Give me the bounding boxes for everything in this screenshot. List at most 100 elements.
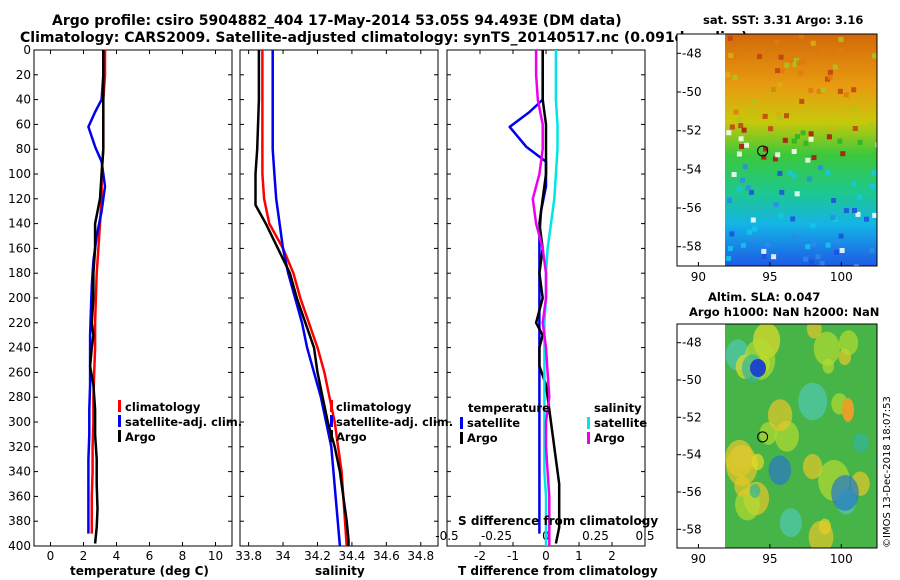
sst-cell: [803, 256, 809, 262]
sst-cell: [863, 104, 868, 110]
lon-tick-label: 100: [830, 552, 853, 566]
sst-cell: [732, 54, 738, 60]
x-tick-label: 34.6: [373, 549, 400, 563]
sst-cell: [838, 37, 844, 42]
sla-anomaly: [806, 324, 822, 339]
sst-cell: [727, 35, 733, 41]
sst-cell: [825, 242, 831, 248]
depth-tick-label: 160: [8, 241, 31, 255]
sst-cell: [757, 54, 762, 59]
depth-tick-label: 140: [8, 217, 31, 231]
temperature-panel: 0204060801001201401601802002202402602803…: [8, 43, 242, 578]
lat-tick-label: -52: [682, 124, 702, 138]
sst-cell: [771, 254, 777, 260]
lat-tick-label: -58: [682, 522, 702, 536]
depth-tick-label: 100: [8, 167, 31, 181]
series-line-t-argo: [534, 50, 561, 544]
sst-cell: [729, 124, 735, 130]
s-diff-tick-label: 0.25: [582, 529, 609, 543]
sst-cell: [811, 155, 817, 161]
x-tick-label: 1: [575, 549, 583, 563]
sst-cell: [731, 172, 737, 177]
sst-cell: [843, 208, 849, 214]
s-diff-tick-label: -0.25: [481, 529, 512, 543]
legend-label-s-argo: Argo: [594, 431, 625, 445]
sst-cell: [741, 127, 747, 133]
sst-cell: [799, 98, 805, 104]
legend-salinity-header: salinity: [594, 401, 642, 415]
lat-tick-label: -48: [682, 46, 702, 60]
legend-swatch-satellite: [330, 415, 333, 427]
x-tick-label: 4: [113, 549, 121, 563]
depth-tick-label: 60: [16, 117, 31, 131]
lat-tick-label: -48: [682, 336, 702, 350]
legend-label-climatology: climatology: [125, 400, 201, 414]
salinity-legend: climatology satellite-adj. clim. Argo: [330, 400, 453, 444]
sst-cell: [750, 99, 756, 105]
sst-cell: [857, 139, 863, 145]
depth-tick-label: 380: [8, 514, 31, 528]
sst-cell: [740, 177, 746, 183]
salinity-xlabel: salinity: [315, 564, 365, 578]
sst-cell: [777, 170, 783, 176]
sla-anomaly: [734, 475, 751, 497]
depth-tick-label: 40: [16, 93, 31, 107]
s-diff-tick-label: 0.5: [635, 529, 654, 543]
sst-cell: [869, 248, 875, 253]
legend-swatch-s-satellite: [587, 417, 590, 429]
legend-label-t-argo: Argo: [467, 431, 498, 445]
x-tick-label: 33.8: [235, 549, 262, 563]
sla-field-anomalies: [725, 324, 870, 548]
lat-tick-label: -54: [682, 448, 702, 462]
sst-cell: [745, 185, 751, 191]
sst-cell: [793, 58, 799, 63]
sla-map-title-line1: Altim. SLA: 0.047: [708, 290, 820, 304]
sst-cell: [742, 164, 748, 170]
sst-map-ticks: 90 95 100 -48 -50 -52 -54 -56 -58: [677, 46, 853, 284]
sst-cell: [778, 54, 784, 60]
sst-cell: [820, 48, 826, 54]
sst-cell: [870, 184, 876, 190]
lon-tick-label: 95: [762, 270, 777, 284]
sst-cell: [775, 152, 781, 158]
temperature-axes-frame: [33, 49, 233, 547]
sst-cell: [750, 217, 756, 223]
sst-cell: [761, 154, 767, 160]
sst-cell: [733, 109, 739, 115]
sst-cell: [726, 130, 732, 136]
sst-cell: [738, 123, 744, 129]
sst-cell: [810, 223, 816, 229]
sst-cell: [808, 136, 814, 142]
sst-cell: [725, 72, 731, 78]
sst-cell: [787, 57, 793, 63]
sst-cell: [792, 62, 798, 67]
sst-map-title: sat. SST: 3.31 Argo: 3.16: [703, 13, 863, 27]
argo-position-marker: [757, 431, 769, 443]
lat-tick-label: -56: [682, 201, 702, 215]
sst-cell: [774, 39, 780, 45]
temperature-x-ticks: 0 2 4 6 8 10: [47, 50, 223, 563]
sst-cell: [808, 131, 814, 137]
sst-cell: [776, 111, 781, 117]
sst-cell: [777, 82, 783, 88]
sla-anomaly: [759, 422, 777, 445]
sst-cell: [827, 74, 833, 80]
sst-cell: [851, 107, 856, 112]
x-tick-label: 34.2: [304, 549, 331, 563]
salinity-panel: 33.8 34 34.2 34.4 34.6 34.8 salinity climatol…: [235, 49, 453, 578]
legend-label-satellite: satellite-adj. clim.: [336, 415, 453, 429]
sst-cell: [765, 241, 771, 247]
sst-cell: [747, 229, 753, 235]
legend-label-argo: Argo: [125, 430, 156, 444]
legend-label-s-satellite: satellite: [594, 416, 647, 430]
sst-cell: [738, 136, 744, 142]
sst-cell: [727, 197, 733, 203]
sst-cell: [855, 211, 861, 217]
sst-cell: [791, 138, 797, 144]
sst-cell: [732, 74, 738, 80]
sst-cell: [792, 234, 798, 240]
sla-anomaly: [750, 359, 766, 377]
lat-tick-label: -50: [682, 85, 702, 99]
sst-cell: [778, 213, 784, 219]
